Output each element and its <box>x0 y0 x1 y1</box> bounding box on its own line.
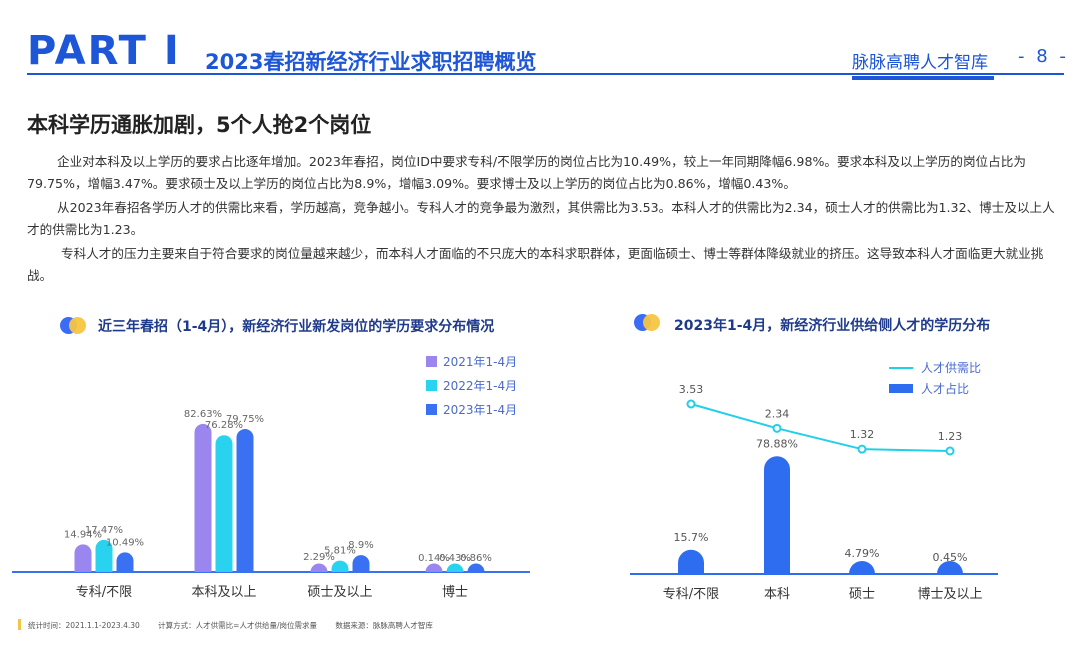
bar <box>678 549 704 574</box>
paragraph-2: 从2023年春招各学历人才的供需比来看，学历越高，竞争越小。专科人才的竞争最为激… <box>27 200 1055 237</box>
bar <box>236 429 254 572</box>
data-label: 4.79% <box>845 547 880 560</box>
bar <box>352 555 370 572</box>
footer-notes: 统计时间：2021.1.1-2023.4.30 计算方式：人才供需比=人才供给量… <box>18 620 449 631</box>
bar <box>95 539 113 572</box>
x-tick-label: 专科/不限 <box>663 587 719 602</box>
x-tick-label: 博士及以上 <box>917 587 982 602</box>
data-label: 5.81% <box>324 546 356 557</box>
edu-requirement-bar-chart: 14.94% 82.63% 2.29% 0.14% 2021年1-4月 17.47% 76.… <box>12 355 530 600</box>
x-tick-label: 本科 <box>764 587 790 602</box>
footer-accent <box>18 619 21 630</box>
data-label: 14.94% <box>64 529 102 540</box>
page-number: - 8 - <box>1018 46 1069 67</box>
left-chart-title: 近三年春招（1-4月），新经济行业新发岗位的学历要求分布情况 <box>98 319 495 335</box>
footer-method: 计算方式：人才供需比=人才供给量/岗位需求量 <box>158 621 317 630</box>
part-label: PART Ⅰ <box>27 28 181 74</box>
bar <box>764 456 790 574</box>
ratio-line <box>690 403 951 452</box>
bar <box>425 563 443 572</box>
bar <box>215 435 233 572</box>
x-tick-label: 专科/不限 <box>76 585 132 600</box>
bar <box>937 561 963 574</box>
paragraph-3: 专科人才的压力主要来自于符合要求的岗位量越来越少，而本科人才面临的不只庞大的本科… <box>27 246 1044 283</box>
x-tick-label: 博士 <box>442 585 468 600</box>
footer-stat-time: 统计时间：2021.1.1-2023.4.30 <box>28 621 140 630</box>
title-dots-icon <box>60 317 90 335</box>
line-label: 3.53 <box>679 383 704 396</box>
title-dots-icon <box>634 314 664 332</box>
legend-swatch <box>426 380 437 391</box>
legend-swatch <box>889 384 913 393</box>
line-label: 1.23 <box>938 430 963 443</box>
data-label: 0.43% <box>439 553 471 564</box>
data-label: 78.88% <box>756 437 798 450</box>
bar <box>194 423 212 572</box>
bar <box>467 563 485 572</box>
data-label: 0.14% <box>418 553 450 564</box>
line-label: 2.34 <box>765 407 790 420</box>
data-label: 0.86% <box>460 553 492 564</box>
data-label: 0.45% <box>933 551 968 564</box>
line-point <box>857 444 867 454</box>
brand-name: 脉脉高聘人才智库 <box>852 53 988 73</box>
brand-underline <box>852 76 994 80</box>
section-title: 本科学历通胀加剧，5个人抢2个岗位 <box>27 113 372 137</box>
line-point <box>686 399 696 409</box>
line-label: 1.32 <box>850 428 875 441</box>
data-label: 10.49% <box>106 537 144 548</box>
data-label: 17.47% <box>85 525 123 536</box>
report-title: 2023春招新经济行业求职招聘概览 <box>205 50 537 74</box>
data-label: 8.9% <box>348 540 373 551</box>
data-label: 82.63% <box>184 409 222 420</box>
legend-label: 人才占比 <box>921 381 969 396</box>
legend-label: 人才供需比 <box>921 361 981 375</box>
bar <box>849 561 875 574</box>
legend-label: 2023年1-4月 <box>443 403 517 417</box>
header-divider <box>27 73 1064 75</box>
bar <box>331 560 349 572</box>
data-label: 79.75% <box>226 414 264 425</box>
x-tick-label: 硕士 <box>849 587 875 602</box>
right-chart-title: 2023年1-4月，新经济行业供给侧人才的学历分布 <box>674 318 991 334</box>
legend-label: 2021年1-4月 <box>443 355 517 369</box>
bar <box>74 544 92 572</box>
legend-swatch <box>426 404 437 415</box>
bar <box>446 563 464 572</box>
x-tick-label: 硕士及以上 <box>307 585 372 600</box>
data-label: 15.7% <box>674 531 709 544</box>
footer-source: 数据来源：脉脉高聘人才智库 <box>335 621 433 630</box>
talent-supply-chart: 15.7% 专科/不限 78.88% 本科 4.79% 硕士 0.45% 博士及以上 3.53 2… <box>630 361 998 602</box>
legend-swatch <box>426 356 437 367</box>
bar <box>116 552 134 572</box>
data-label: 2.29% <box>303 552 335 563</box>
legend-label: 2022年1-4月 <box>443 379 517 393</box>
line-point <box>945 446 955 456</box>
line-point <box>772 423 782 433</box>
bar <box>310 563 328 572</box>
paragraph-1: 企业对本科及以上学历的要求占比逐年增加。2023年春招，岗位ID中要求专科/不限… <box>27 154 1026 191</box>
page-header: PART Ⅰ 2023春招新经济行业求职招聘概览 脉脉高聘人才智库 - 8 - <box>0 0 1080 90</box>
data-label: 76.28% <box>205 420 243 431</box>
x-tick-label: 本科及以上 <box>191 585 256 600</box>
